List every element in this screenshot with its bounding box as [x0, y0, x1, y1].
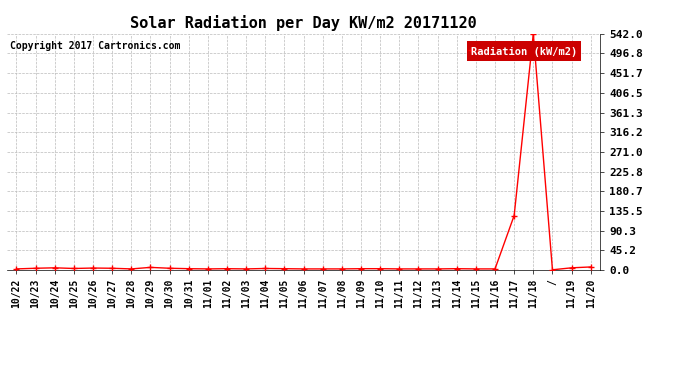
Radiation (kW/m2)	[185, 267, 193, 271]
Radiation (kW/m2)	[453, 267, 461, 271]
Radiation (kW/m2)	[529, 32, 538, 36]
Legend: Radiation (kW/m2): Radiation (kW/m2)	[467, 41, 582, 61]
Radiation (kW/m2)	[491, 267, 499, 271]
Radiation (kW/m2)	[204, 267, 212, 271]
Radiation (kW/m2)	[108, 266, 117, 270]
Radiation (kW/m2)	[50, 266, 59, 270]
Radiation (kW/m2)	[32, 266, 40, 270]
Radiation (kW/m2)	[70, 266, 78, 271]
Radiation (kW/m2)	[414, 267, 422, 271]
Radiation (kW/m2)	[472, 267, 480, 271]
Radiation (kW/m2)	[549, 267, 557, 272]
Title: Solar Radiation per Day KW/m2 20171120: Solar Radiation per Day KW/m2 20171120	[130, 15, 477, 31]
Radiation (kW/m2)	[223, 267, 231, 271]
Radiation (kW/m2)	[280, 267, 288, 271]
Radiation (kW/m2)	[357, 267, 365, 271]
Radiation (kW/m2)	[146, 265, 155, 270]
Radiation (kW/m2)	[127, 267, 135, 271]
Radiation (kW/m2)	[510, 213, 518, 218]
Radiation (kW/m2)	[337, 267, 346, 271]
Radiation (kW/m2)	[586, 265, 595, 269]
Radiation (kW/m2)	[376, 267, 384, 271]
Radiation (kW/m2)	[242, 267, 250, 271]
Line: Radiation (kW/m2): Radiation (kW/m2)	[14, 31, 593, 273]
Radiation (kW/m2)	[12, 267, 21, 271]
Radiation (kW/m2)	[567, 266, 575, 270]
Radiation (kW/m2)	[319, 267, 327, 271]
Radiation (kW/m2)	[166, 266, 174, 270]
Radiation (kW/m2)	[262, 266, 270, 271]
Radiation (kW/m2)	[395, 267, 404, 271]
Text: Copyright 2017 Cartronics.com: Copyright 2017 Cartronics.com	[10, 41, 180, 51]
Radiation (kW/m2)	[433, 267, 442, 271]
Radiation (kW/m2)	[299, 267, 308, 271]
Radiation (kW/m2)	[89, 266, 97, 270]
